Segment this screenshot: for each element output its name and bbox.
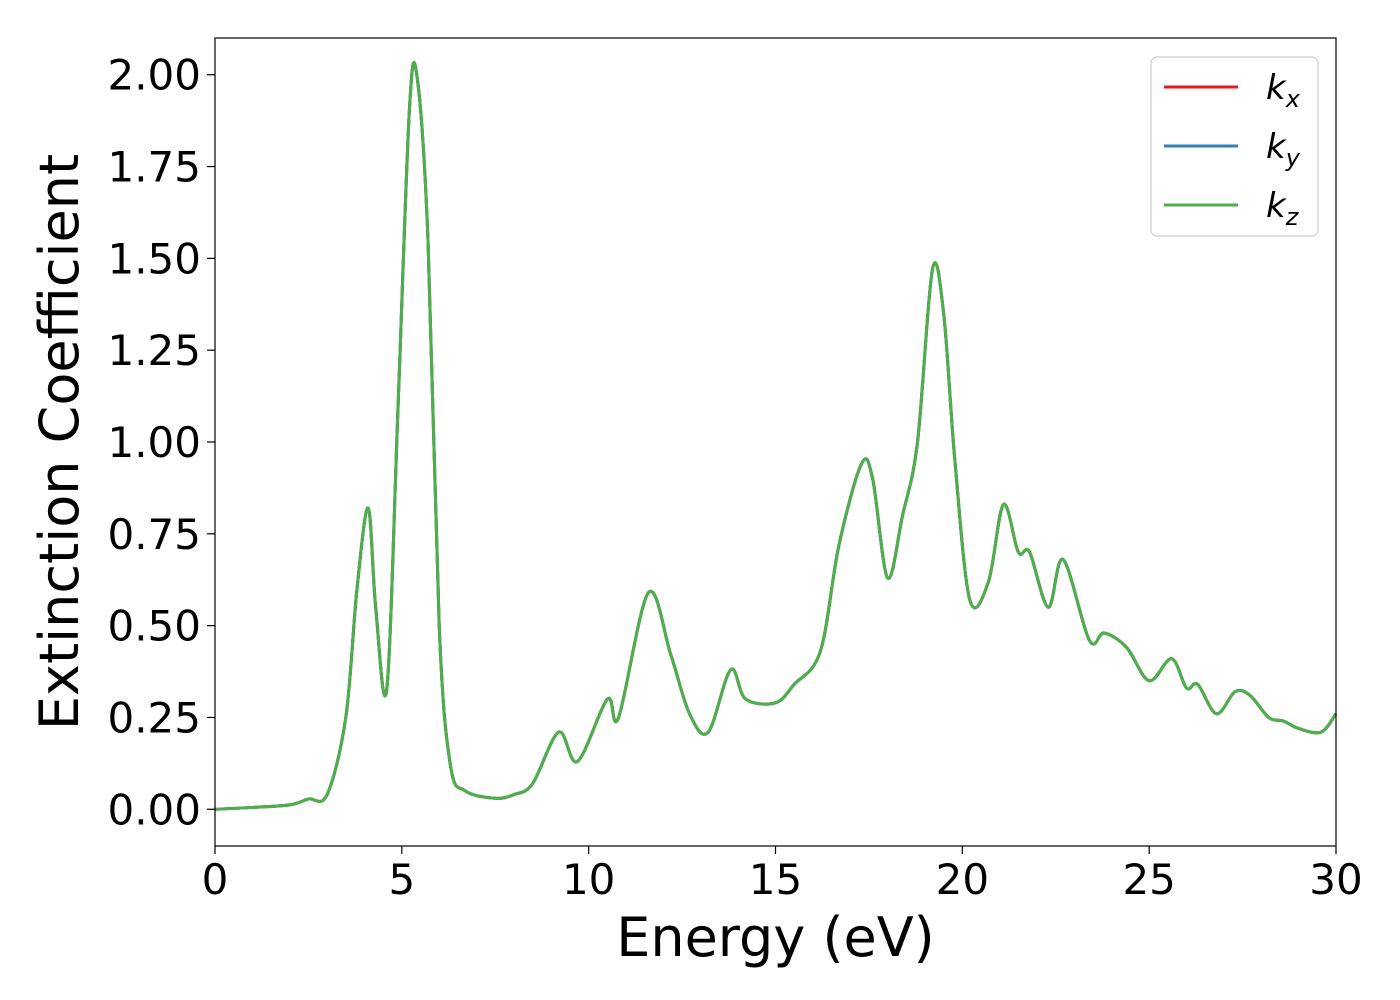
x-tick-label: 5 xyxy=(388,855,415,904)
y-tick-label: 0.50 xyxy=(107,602,201,651)
series-line-z xyxy=(214,60,1338,811)
x-tick-label: 20 xyxy=(936,855,989,904)
x-tick-label: 30 xyxy=(1309,855,1362,904)
x-tick-label: 0 xyxy=(202,855,229,904)
x-tick-label: 15 xyxy=(749,855,802,904)
y-tick-label: 1.00 xyxy=(107,418,201,467)
legend-label-main: k xyxy=(1266,127,1287,167)
y-tick-label: 1.50 xyxy=(107,234,201,283)
legend-label-y: ky xyxy=(1266,127,1301,172)
legend-label-x: kx xyxy=(1266,68,1301,113)
x-axis-ticks: 0 5 10 15 20 25 30 xyxy=(202,846,1363,904)
x-tick-label: 10 xyxy=(562,855,615,904)
y-tick-label: 0.25 xyxy=(107,693,201,742)
legend-label-sub: x xyxy=(1285,85,1301,113)
y-tick-label: 1.75 xyxy=(107,143,201,192)
y-axis-label: Extinction Coefficient xyxy=(28,154,91,730)
y-tick-label: 0.00 xyxy=(107,785,201,834)
y-tick-label: 0.75 xyxy=(107,510,201,559)
series-layer xyxy=(214,60,1338,811)
legend-label-z: kz xyxy=(1266,186,1300,231)
y-axis-ticks: 0.00 0.25 0.50 0.75 1.00 1.25 1.50 1.75 2.00 xyxy=(107,51,215,834)
y-tick-label: 1.25 xyxy=(107,326,201,375)
legend-label-sub: z xyxy=(1285,203,1300,231)
x-axis-label: Energy (eV) xyxy=(616,906,935,969)
legend-label-sub: y xyxy=(1285,144,1301,172)
legend-label-main: k xyxy=(1266,186,1287,226)
y-tick-label: 2.00 xyxy=(107,51,201,100)
x-tick-label: 25 xyxy=(1122,855,1175,904)
legend-label-main: k xyxy=(1266,68,1287,108)
